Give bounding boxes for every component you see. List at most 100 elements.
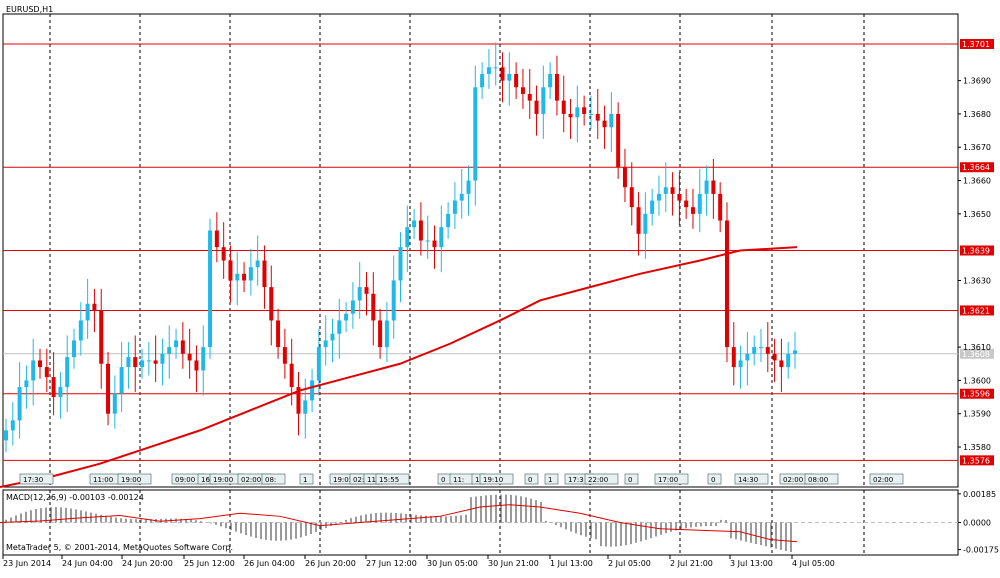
candle-body [486,67,491,74]
candle-body [575,107,580,118]
event-label-box [117,473,152,485]
event-label-text: 19:00 [121,476,141,484]
candle-body [520,87,525,94]
time-axis-label: 25 Jun 12:00 [184,559,235,568]
time-axis-label: 30 Jun 05:00 [427,559,478,568]
event-label-text: 0 [528,476,532,484]
time-axis-label: 2 Jul 05:00 [608,559,651,568]
candle-body [208,230,213,348]
candle-body [480,73,485,88]
candle-body [622,167,627,188]
price-axis-label: 1.3660 [963,177,991,186]
candle-body [432,240,437,248]
candle-body [704,180,709,194]
event-label-text: 1 [548,476,552,484]
candle-body [214,230,219,248]
macd-axis-label: 0.0000 [963,519,991,528]
price-level-tag [960,38,994,49]
event-label-box [654,473,689,485]
copyright-label: MetaTrader 5, © 2001-2014, MetaQuotes So… [6,543,233,552]
candle-body [636,207,641,234]
candle-body [242,273,247,281]
candle-body [384,320,389,348]
event-label-box [584,473,619,485]
time-axis-label: 26 Jun 04:00 [244,559,295,568]
candle-body [31,360,36,381]
macd-axis-label: -0.00175 [963,546,999,555]
candle-body [588,113,593,115]
price-axis-label: 1.3610 [963,343,991,352]
event-label-box [624,473,639,485]
price-level-label: 1.3621 [962,306,990,315]
event-label-text: 1 [303,476,307,484]
candle-body [276,320,281,348]
candle-body [731,347,736,368]
price-level-tag [960,455,994,466]
candle-body [296,387,301,414]
event-label-text: 22:00 [588,476,608,484]
event-label-text: 11:00 [93,476,113,484]
event-label-text: 14:30 [738,476,758,484]
candle-body [146,360,151,362]
candle-body [44,367,49,378]
event-label-box [479,473,514,485]
candle-body [718,193,723,221]
candle-body [663,187,668,194]
candle-body [51,377,56,398]
candle-body [303,400,308,414]
time-axis-label: 27 Jun 12:00 [366,559,417,568]
candle-body [38,360,43,368]
price-level-tag [960,388,994,399]
candle-body [133,357,138,368]
candle-body [452,200,457,214]
event-label-text: 0 [441,476,445,484]
event-label-text: 02:00 [873,476,893,484]
price-axis-label: 1.3680 [963,110,991,119]
bid-price-tag [960,348,994,359]
candle-body [194,360,199,371]
candle-body [738,360,743,368]
macd-signal-line [0,504,798,543]
candle-body [786,353,791,368]
candle-body [398,247,403,281]
candle-body [765,347,770,354]
candle-body [106,363,111,414]
candle-body [507,73,512,81]
candle-body [78,320,83,341]
candle-body [378,320,383,348]
candle-body [289,363,294,388]
candle-body [609,113,614,128]
candle-body [629,187,634,208]
event-label-box [524,473,539,485]
price-level-label: 1.3576 [962,456,990,465]
candle-body [690,207,695,214]
macd-axis-label: 0.00185 [963,490,996,499]
event-label-text: 1 [475,476,479,484]
event-label-text: 11: [453,476,464,484]
candle-body [616,113,621,168]
candle-body [527,93,532,101]
candle-body [500,67,505,81]
candle-body [174,340,179,348]
candle-body [99,310,104,364]
bid-price-label: 1.3608 [962,350,990,359]
candle-body [282,347,287,364]
candle-body [262,260,267,288]
candle-body [425,240,430,242]
time-axis-label: 3 Jul 13:00 [730,559,773,568]
candle-body [65,357,70,388]
candle-body [119,367,124,394]
price-level-label: 1.3664 [962,163,990,172]
candle-body [180,340,185,354]
candle-body [643,213,648,234]
candle-body [269,287,274,321]
candle-body [405,227,410,248]
candle-body [112,393,117,414]
candle-body [772,353,777,361]
candle-body [412,220,417,228]
time-axis-label: 23 Jun 2014 [3,559,51,568]
candle-body [187,353,192,361]
event-label-text: 02:00 [783,476,803,484]
